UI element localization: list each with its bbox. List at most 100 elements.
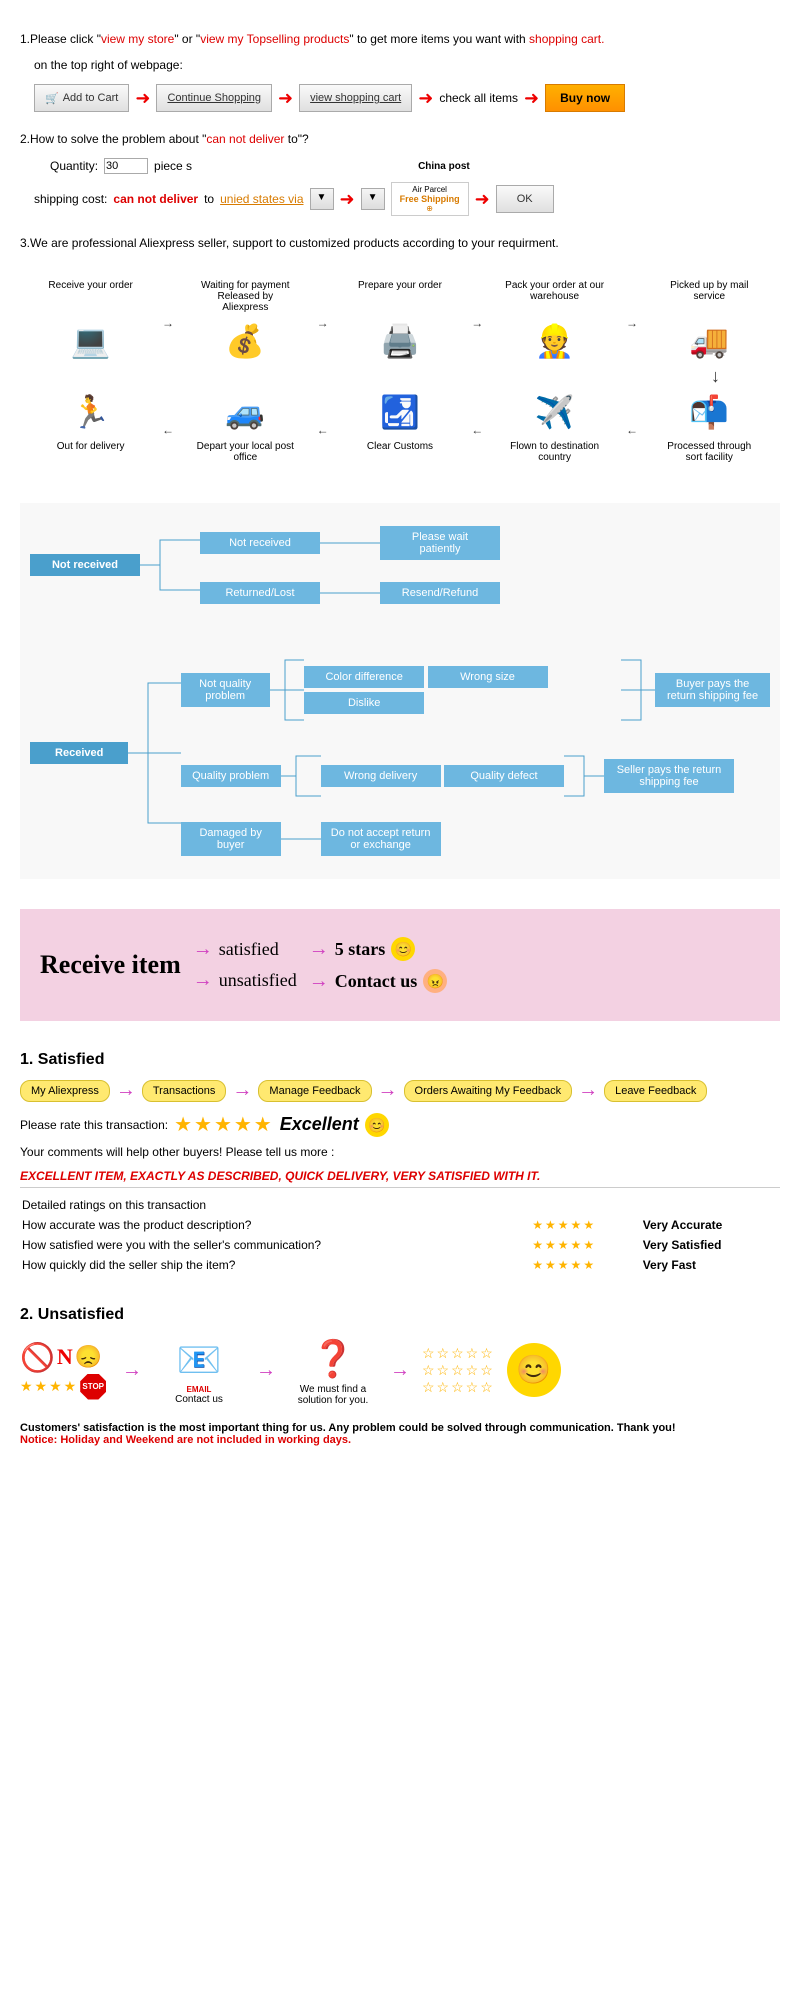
node: Returned/Lost xyxy=(200,582,320,604)
process-step: Receive your order💻 xyxy=(41,280,141,366)
quantity-input[interactable] xyxy=(104,158,148,174)
ok-button[interactable]: OK xyxy=(496,185,554,213)
email-block: 📧 EMAIL Contact us xyxy=(154,1335,244,1405)
view-cart-button[interactable]: view shopping cart xyxy=(299,84,412,112)
q1: How accurate was the product description… xyxy=(22,1216,530,1234)
smiley-icon: 😊 xyxy=(365,1113,389,1137)
arrow-icon: → xyxy=(390,1359,410,1382)
sad-face-icon: 😞 xyxy=(75,1344,102,1370)
pill-manage-feedback[interactable]: Manage Feedback xyxy=(258,1080,371,1102)
num-1: 1. xyxy=(20,32,30,46)
pickup-icon: 🚚 xyxy=(679,316,739,366)
free-ship-label: Free Shipping xyxy=(400,194,460,204)
label: Continue Shopping xyxy=(167,92,261,104)
text: How to solve the problem about " xyxy=(30,132,206,146)
num-3: 3. xyxy=(20,236,30,250)
pill-my-aliexpress[interactable]: My Aliexpress xyxy=(20,1080,110,1102)
node: Wrong delivery xyxy=(321,765,441,787)
dropdown-1[interactable]: ▼ xyxy=(310,188,334,210)
arrow-icon: ➜ xyxy=(340,189,355,210)
contact-us-label: Contact us xyxy=(335,971,418,992)
connector xyxy=(281,829,321,849)
section-2: 2.How to solve the problem about "can no… xyxy=(20,132,780,216)
dropdown-2[interactable]: ▼ xyxy=(361,188,385,210)
n-text: N xyxy=(57,1344,73,1370)
stars-icon: ☆☆☆☆☆ xyxy=(422,1345,495,1362)
arrow-icon: ➜ xyxy=(418,88,433,109)
process-step: 🛃Clear Customs xyxy=(350,387,450,473)
country-link[interactable]: unied states via xyxy=(220,192,303,206)
node-not-received: Not received xyxy=(30,554,140,576)
solution-label: We must find a solution for you. xyxy=(288,1384,378,1406)
node: Quality problem xyxy=(181,765,281,787)
tree-branch-not-received: Not received Not receivedPlease wait pat… xyxy=(30,523,770,607)
node: Color difference xyxy=(304,666,424,688)
buy-now-button[interactable]: Buy now xyxy=(545,84,625,112)
pill-leave-feedback[interactable]: Leave Feedback xyxy=(604,1080,707,1102)
pill-transactions[interactable]: Transactions xyxy=(142,1080,227,1102)
text: Please click " xyxy=(30,32,101,46)
arrow-icon: ➜ xyxy=(135,88,150,109)
cart-icon: 🛒 xyxy=(45,92,59,105)
node: Do not accept return or exchange xyxy=(321,822,441,856)
connector xyxy=(140,530,200,600)
stars-icon: ★★★★★ xyxy=(532,1236,640,1254)
arrow-icon: ➜ xyxy=(524,88,539,109)
smiley-angry-icon: 😠 xyxy=(423,969,447,993)
node-outcome: Buyer pays the return shipping fee xyxy=(655,673,770,707)
q2: How satisfied were you with the seller's… xyxy=(22,1236,530,1254)
process-step: ✈️Flown to destination country xyxy=(505,387,605,473)
process-step: 🏃Out for delivery xyxy=(41,387,141,473)
feedback-pills-row: My Aliexpress → Transactions → Manage Fe… xyxy=(20,1079,780,1102)
email-label: EMAIL xyxy=(154,1385,244,1394)
unsatisfied-section: 2. Unsatisfied 🚫 N 😞 ★★★★ STOP → 📧 EMAIL… xyxy=(20,1306,780,1406)
question-block: ❓ We must find a solution for you. xyxy=(288,1334,378,1406)
add-to-cart-button[interactable]: 🛒Add to Cart xyxy=(34,84,129,112)
connector xyxy=(320,583,380,603)
arrow-icon: → xyxy=(232,1079,252,1102)
receive-title: Receive item xyxy=(40,950,181,980)
continue-shopping-button[interactable]: Continue Shopping xyxy=(156,84,272,112)
unsatisfied-heading: 2. Unsatisfied xyxy=(20,1306,780,1324)
process-step: 📬Processed through sort facility xyxy=(659,387,759,473)
subtext-1: on the top right of webpage: xyxy=(34,58,780,72)
connector xyxy=(320,533,380,553)
node: Resend/Refund xyxy=(380,582,500,604)
question-icon: ❓ xyxy=(288,1334,378,1384)
stars-icon: ★★★★★ xyxy=(532,1256,640,1274)
stars-grid: ☆☆☆☆☆ ☆☆☆☆☆ ☆☆☆☆☆ xyxy=(422,1345,495,1396)
connector xyxy=(281,746,321,806)
air-label: Air Parcel xyxy=(400,185,460,194)
satisfied-label: satisfied xyxy=(219,939,279,960)
unsatisfied-label: unsatisfied xyxy=(219,970,297,991)
instruction-3: 3.We are professional Aliexpress seller,… xyxy=(20,236,780,250)
text-cart: shopping cart. xyxy=(529,32,604,46)
node-received: Received xyxy=(30,742,128,764)
instruction-1: 1.Please click "view my store" or "view … xyxy=(20,32,780,46)
arrow-icon: ➜ xyxy=(475,189,490,210)
connector xyxy=(564,746,604,806)
footer: Customers' satisfaction is the most impo… xyxy=(20,1422,780,1446)
payment-icon: 💰 xyxy=(215,316,275,366)
detailed-ratings-table: Detailed ratings on this transaction How… xyxy=(20,1194,780,1276)
node: Please wait patiently xyxy=(380,526,500,560)
stars-icon: ☆☆☆☆☆ xyxy=(422,1362,495,1379)
email-icon: 📧 xyxy=(154,1335,244,1385)
text: to xyxy=(204,192,214,206)
five-stars-label: 5 stars xyxy=(335,939,386,960)
prepare-icon: 🖨️ xyxy=(370,316,430,366)
process-step: 🚙Depart your local post office xyxy=(195,387,295,473)
arrow-icon: → xyxy=(116,1079,136,1102)
node: Not quality problem xyxy=(181,673,270,707)
pill-orders-awaiting[interactable]: Orders Awaiting My Feedback xyxy=(404,1080,573,1102)
satisfied-section: 1. Satisfied My Aliexpress → Transaction… xyxy=(20,1051,780,1276)
link-top-products: view my Topselling products xyxy=(200,32,349,46)
node: Damaged by buyer xyxy=(181,822,281,856)
rate-label: Please rate this transaction: xyxy=(20,1118,168,1132)
stars-icon: ★★★★★ xyxy=(532,1216,640,1234)
label: view shopping cart xyxy=(310,92,401,104)
quantity-row: Quantity: piece s China post xyxy=(50,158,780,174)
label: Buy now xyxy=(560,91,610,105)
text: " or " xyxy=(174,32,200,46)
stop-block: 🚫 N 😞 ★★★★ STOP xyxy=(20,1341,110,1400)
